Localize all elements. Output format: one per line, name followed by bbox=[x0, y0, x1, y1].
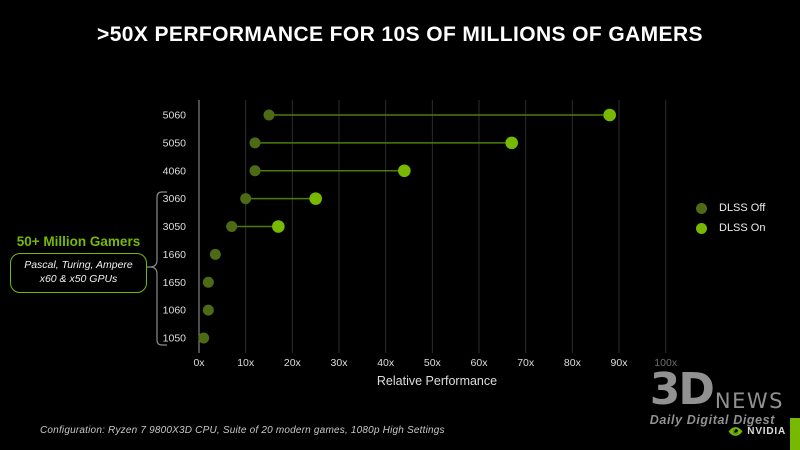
watermark-news: NEWS bbox=[714, 389, 784, 413]
x-tick-label: 70x bbox=[517, 357, 535, 369]
dot-dlss-off-1050 bbox=[198, 332, 210, 344]
legend-label-dlss-off: DLSS Off bbox=[719, 202, 766, 214]
x-tick-label: 100x bbox=[654, 357, 678, 369]
chart-title: >50X PERFORMANCE FOR 10S OF MILLIONS OF … bbox=[97, 23, 703, 46]
dlss-on-swatch-icon bbox=[696, 222, 707, 234]
watermark-logo: 3D NEWS bbox=[650, 368, 784, 412]
dot-dlss-on-5050 bbox=[505, 136, 518, 150]
nvidia-logo: NVIDIA bbox=[728, 426, 786, 437]
legend-label-dlss-on: DLSS On bbox=[719, 222, 766, 234]
dot-dlss-off-1060 bbox=[202, 304, 214, 316]
annotation-heading: 50+ Million Gamers bbox=[16, 234, 141, 249]
gpu-annotation-box: Pascal, Turing, Ampere x60 & x50 GPUs bbox=[10, 253, 147, 293]
dot-dlss-off-5060 bbox=[263, 109, 275, 121]
x-tick-label: 10x bbox=[237, 357, 255, 369]
legend: DLSS Off DLSS On bbox=[696, 198, 765, 238]
green-corner-bar bbox=[790, 418, 800, 450]
nvidia-logo-text: NVIDIA bbox=[747, 426, 786, 437]
dot-dlss-on-3050 bbox=[272, 220, 285, 233]
x-tick-label: 50x bbox=[424, 357, 442, 369]
3dnews-watermark: 3D NEWS Daily Digital Digest bbox=[650, 368, 784, 427]
y-category-label-1050: 1050 bbox=[163, 333, 187, 345]
x-tick-label: 80x bbox=[564, 357, 582, 369]
x-tick-label: 30x bbox=[331, 357, 349, 369]
dot-dlss-off-4060 bbox=[249, 165, 261, 177]
configuration-note: Configuration: Ryzen 7 9800X3D CPU, Suit… bbox=[40, 425, 445, 436]
x-tick-label: 60x bbox=[471, 357, 489, 369]
dot-dlss-on-4060 bbox=[398, 164, 411, 178]
watermark-tagline: Daily Digital Digest bbox=[649, 413, 776, 427]
y-category-label-3060: 3060 bbox=[163, 193, 187, 205]
nvidia-eye-icon bbox=[728, 427, 743, 436]
y-category-label-5050: 5050 bbox=[163, 137, 187, 149]
dot-dlss-off-3060 bbox=[240, 193, 252, 205]
x-tick-label: 0x bbox=[193, 357, 205, 369]
y-category-label-1660: 1660 bbox=[163, 249, 187, 261]
dot-dlss-off-5050 bbox=[249, 137, 261, 149]
legend-item-dlss-off: DLSS Off bbox=[696, 198, 765, 218]
y-category-label-3050: 3050 bbox=[163, 221, 187, 233]
watermark-3d: 3D bbox=[649, 364, 715, 415]
x-tick-label: 90x bbox=[611, 357, 629, 369]
x-axis-title: Relative Performance bbox=[377, 374, 497, 388]
dot-dlss-on-5060 bbox=[603, 108, 616, 122]
dot-dlss-off-1660 bbox=[209, 248, 221, 260]
annotation-line-1: Pascal, Turing, Ampere bbox=[24, 259, 133, 271]
x-tick-label: 40x bbox=[377, 357, 395, 369]
legend-item-dlss-on: DLSS On bbox=[696, 218, 765, 238]
y-category-label-1650: 1650 bbox=[163, 277, 187, 289]
x-tick-label: 20x bbox=[284, 357, 302, 369]
dot-dlss-off-1650 bbox=[202, 276, 214, 288]
dot-dlss-off-3050 bbox=[226, 221, 238, 232]
y-category-label-4060: 4060 bbox=[163, 165, 187, 177]
y-category-label-5060: 5060 bbox=[163, 110, 187, 122]
annotation-bracket bbox=[147, 191, 167, 346]
dlss-off-swatch-icon bbox=[696, 202, 707, 214]
gamers-annotation: 50+ Million Gamers Pascal, Turing, Amper… bbox=[10, 234, 147, 293]
y-category-label-1060: 1060 bbox=[163, 305, 187, 317]
annotation-line-2: x60 & x50 GPUs bbox=[39, 272, 118, 285]
dot-dlss-on-3060 bbox=[309, 192, 322, 205]
